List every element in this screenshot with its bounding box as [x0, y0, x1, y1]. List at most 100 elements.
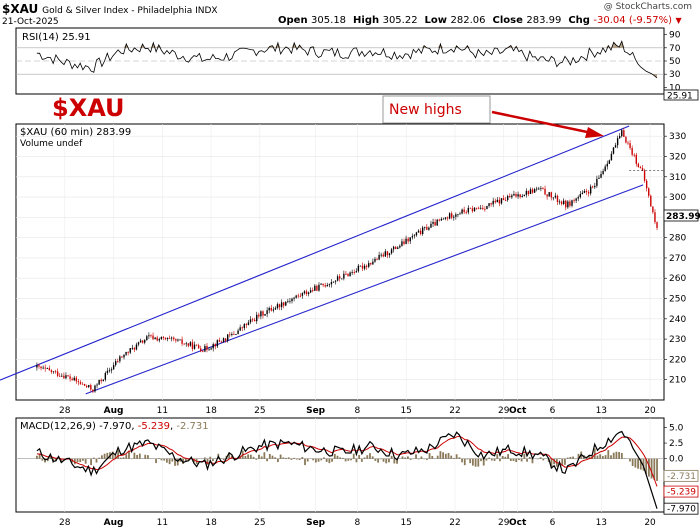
- macd-histogram-bar: [193, 458, 195, 463]
- symbol-label: $XAU: [2, 2, 39, 16]
- price-candle: [602, 171, 604, 174]
- price-candle: [119, 356, 121, 362]
- price-candle: [419, 230, 422, 235]
- macd-histogram-bar: [436, 455, 439, 459]
- price-legend: $XAU (60 min) 283.99: [20, 127, 131, 138]
- macd-histogram-bar: [645, 458, 648, 475]
- price-candle: [546, 194, 548, 197]
- macd-histogram-bar: [144, 454, 147, 459]
- macd-histogram-bar: [404, 457, 407, 459]
- price-candle: [320, 283, 322, 285]
- macd-histogram-bar: [79, 458, 82, 463]
- macd-histogram-bar: [634, 458, 637, 468]
- macd-histogram-bar: [444, 453, 447, 459]
- price-candle: [195, 344, 198, 346]
- price-candle: [85, 385, 88, 388]
- price-candle: [363, 265, 366, 269]
- price-candle: [521, 195, 523, 197]
- macd-histogram-bar: [507, 454, 509, 459]
- price-candle: [154, 337, 156, 340]
- price-candle: [596, 178, 598, 186]
- price-candle: [108, 370, 111, 372]
- price-tick-label: 230: [669, 335, 686, 345]
- price-candle: [71, 378, 73, 381]
- macd-histogram-bar: [92, 457, 95, 459]
- macd-histogram-bar: [531, 458, 534, 464]
- price-candle: [451, 213, 453, 218]
- macd-histogram-bar: [653, 458, 656, 480]
- macd-histogram-bar: [377, 458, 380, 463]
- price-candle: [519, 194, 521, 197]
- macd-histogram-bar: [401, 456, 404, 459]
- price-candle: [645, 180, 648, 189]
- macd-histogram-bar: [572, 456, 574, 459]
- price-candle: [50, 370, 53, 373]
- macd-histogram-bar: [428, 453, 431, 459]
- macd-histogram-bar: [477, 458, 480, 467]
- price-candle: [401, 241, 403, 246]
- macd-histogram-bar: [125, 454, 128, 459]
- price-value-label: 283.99: [666, 212, 700, 222]
- rsi-value-label: 25.91: [667, 92, 693, 102]
- price-candle: [488, 203, 490, 206]
- price-candle: [370, 263, 372, 265]
- macd-histogram-bar: [76, 458, 79, 463]
- price-candle: [183, 343, 185, 345]
- macd-histogram-bar: [352, 453, 355, 459]
- rsi-tick-label: 10: [669, 83, 681, 93]
- price-candle: [123, 354, 125, 358]
- price-candle: [405, 238, 407, 244]
- price-candle: [517, 194, 519, 197]
- price-candle: [558, 201, 561, 203]
- x-axis-label-macd: 29: [498, 518, 510, 528]
- rsi-value-tag: [663, 89, 699, 101]
- macd-histogram-bar: [358, 455, 361, 459]
- price-candle: [411, 236, 413, 238]
- macd-histogram-bar: [420, 456, 423, 459]
- macd-histogram-bar: [212, 458, 214, 462]
- price-candle: [262, 311, 264, 316]
- macd-histogram-bar: [182, 458, 185, 464]
- macd-legend-hist: -2.731: [176, 421, 208, 432]
- price-candle: [531, 189, 534, 193]
- x-axis-label-macd: 11: [157, 518, 168, 528]
- price-candle: [438, 219, 440, 221]
- price-candle: [612, 147, 615, 154]
- price-candle: [249, 319, 252, 323]
- price-candle: [473, 207, 476, 212]
- macd-histogram-bar: [106, 452, 109, 459]
- macd-histogram-bar: [385, 458, 388, 464]
- price-candle: [556, 195, 559, 203]
- price-candle: [243, 324, 246, 329]
- price-candle: [469, 207, 472, 209]
- ohlc-readout: Open 305.18 High 305.22 Low 282.06 Close…: [278, 15, 682, 26]
- x-axis-label-macd: Aug: [104, 518, 124, 528]
- price-candle: [648, 188, 650, 196]
- macd-histogram-bar: [333, 453, 336, 459]
- macd-histogram-bar: [550, 458, 553, 469]
- price-candle: [339, 276, 341, 279]
- macd-histogram-bar: [138, 453, 141, 459]
- macd-histogram-bar: [36, 455, 38, 459]
- price-candle: [604, 166, 606, 172]
- price-candle: [100, 379, 102, 382]
- price-candle: [220, 341, 223, 343]
- price-candle: [581, 192, 584, 195]
- price-candle: [144, 340, 146, 343]
- x-axis-label-price: 11: [157, 406, 168, 416]
- macd-histogram-bar: [147, 455, 149, 459]
- macd-legend-signal: -5.239: [138, 421, 170, 432]
- price-candle: [560, 201, 563, 204]
- price-candle: [409, 237, 411, 242]
- price-value-tag: [663, 209, 699, 222]
- price-candle: [355, 271, 358, 273]
- price-candle: [83, 383, 86, 386]
- close-value: 283.99: [526, 15, 562, 26]
- price-candle: [160, 336, 163, 340]
- price-candle: [361, 265, 364, 269]
- annotation-text: New highs: [389, 102, 462, 118]
- macd-histogram-bar: [599, 454, 602, 459]
- macd-histogram-bar: [439, 451, 442, 459]
- price-candle: [318, 284, 320, 291]
